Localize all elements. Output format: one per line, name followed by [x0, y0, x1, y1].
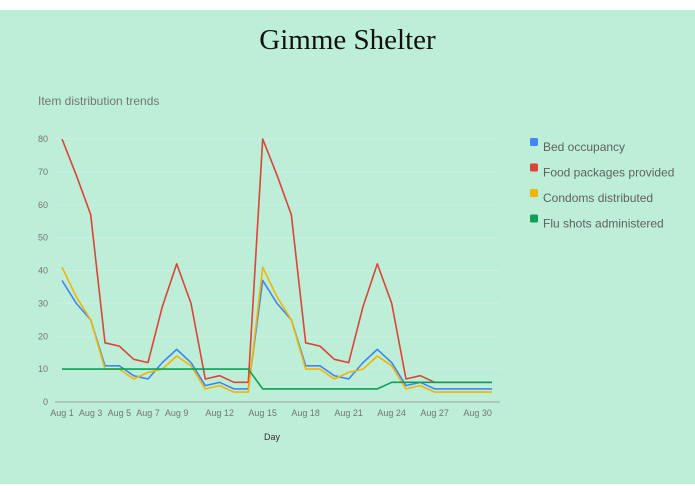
x-tick-label: Aug 9	[165, 408, 189, 418]
y-tick-label: 10	[38, 364, 48, 374]
y-tick-label: 20	[38, 331, 48, 341]
legend-label: Food packages provided	[543, 166, 674, 180]
y-tick-label: 50	[38, 233, 48, 243]
chart-title: Item distribution trends	[38, 94, 160, 108]
x-tick-label: Aug 5	[108, 408, 132, 418]
x-tick-label: Aug 18	[291, 408, 320, 418]
x-tick-label: Aug 1	[50, 408, 74, 418]
legend-swatch	[530, 189, 538, 197]
x-tick-label: Aug 12	[205, 408, 234, 418]
x-tick-label: Aug 3	[79, 408, 103, 418]
y-tick-label: 80	[38, 134, 48, 144]
y-tick-label: 60	[38, 200, 48, 210]
y-tick-label: 30	[38, 298, 48, 308]
series-line-4	[62, 368, 492, 390]
legend-swatch	[530, 138, 538, 146]
legend-swatch	[530, 163, 538, 172]
x-axis-label: Day	[264, 432, 281, 442]
x-tick-label: Aug 24	[377, 408, 406, 418]
y-tick-label: 40	[38, 266, 48, 276]
x-tick-label: Aug 7	[136, 408, 160, 418]
x-tick-label: Aug 30	[463, 408, 492, 418]
series-line-3	[61, 266, 492, 393]
legend-label: Bed occupancy	[543, 140, 625, 154]
x-tick-label: Aug 21	[334, 408, 363, 418]
page-title: Gimme Shelter	[259, 24, 436, 56]
y-tick-label: 70	[38, 167, 48, 177]
legend-label: Condoms distributed	[543, 191, 653, 205]
series-line-2	[61, 138, 492, 384]
x-tick-label: Aug 27	[420, 408, 449, 418]
x-tick-label: Aug 15	[248, 408, 277, 418]
y-tick-label: 0	[43, 397, 48, 407]
chart-background	[0, 10, 695, 484]
legend-swatch	[530, 214, 538, 223]
legend-label: Flu shots administered	[543, 217, 664, 231]
